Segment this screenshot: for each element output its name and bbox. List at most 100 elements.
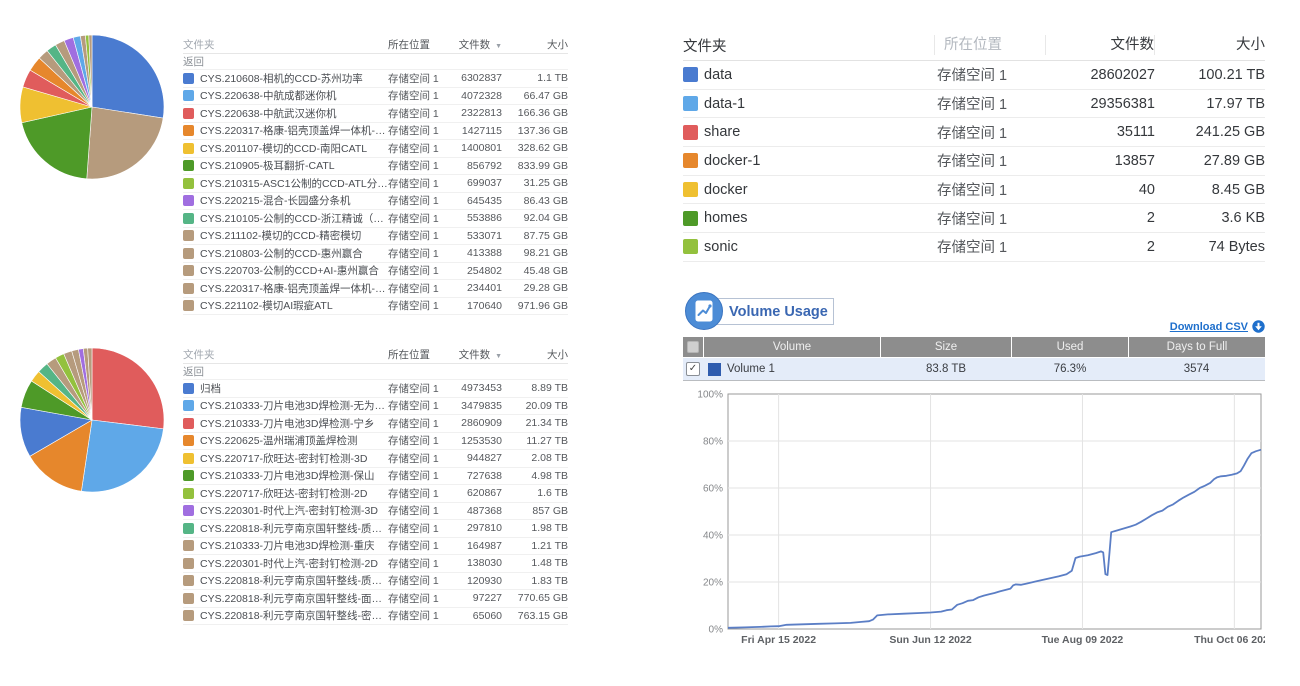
table-row[interactable]: CYS.210333-刀片电池3D焊检测-无为-2期 存储空间 1 3479835 2… (183, 398, 568, 415)
table-row[interactable]: share 存储空间 1 35111 241.25 GB (683, 118, 1265, 148)
table-row[interactable]: CYS.211102-模切的CCD-精密模切 存储空间 1 533071 87.75 … (183, 228, 568, 245)
column-header-size[interactable]: 大小 (547, 349, 568, 361)
color-swatch (683, 239, 698, 255)
table-row[interactable]: homes 存储空间 1 2 3.6 KB (683, 204, 1265, 234)
table-row[interactable]: CYS.210608-相机的CCD-苏州功率 存储空间 1 6302837 1.1 T… (183, 70, 568, 88)
table-row[interactable]: CYS.201107-模切的CCD-南阳CATL 存储空间 1 1400801 328… (183, 140, 568, 158)
table-row[interactable]: CYS.210333-刀片电池3D焊检测-重庆 存储空间 1 164987 1.21 … (183, 538, 568, 555)
folder-location: 存储空间 1 (937, 125, 1008, 142)
folder-name-cell: CYS.220301-时代上汽-密封钉检测-3D (183, 503, 388, 518)
column-header-files[interactable]: 文件数 ▼ (458, 349, 502, 361)
table-row[interactable]: CYS.220717-欣旺达-密封钉检测-2D 存储空间 1 620867 1.6 T… (183, 485, 568, 503)
row-checkbox-cell[interactable]: ✓ (683, 358, 703, 380)
y-axis-label: 80% (703, 437, 723, 448)
table-row[interactable]: CYS.210333-刀片电池3D焊检测-保山 存储空间 1 727638 4.98 … (183, 468, 568, 485)
table-row[interactable]: CYS.220717-欣旺达-密封钉检测-3D 存储空间 1 944827 2.08 … (183, 450, 568, 468)
select-all-checkbox[interactable] (687, 341, 699, 353)
folder-name-cell: CYS.210803-公制的CCD-惠州赢合 (183, 246, 388, 261)
table-row[interactable]: data-1 存储空间 1 29356381 17.97 TB (683, 90, 1265, 119)
folder-location: 存储空间 1 (388, 160, 439, 173)
back-row[interactable]: 返回 (183, 54, 568, 70)
back-label: 返回 (183, 366, 204, 378)
folder-file-count: 2 (1146, 238, 1155, 255)
color-swatch (183, 400, 194, 412)
table-header-row: 文件夹 所在位置 文件数 大小 (683, 30, 1265, 61)
row-checkbox[interactable]: ✓ (686, 362, 700, 376)
folder-file-count: 164987 (466, 539, 502, 552)
folder-file-count: 533071 (466, 229, 502, 242)
folder-location: 存储空间 1 (388, 487, 439, 500)
column-header-location[interactable]: 所在位置 (934, 35, 1045, 55)
column-header-location[interactable]: 所在位置 (388, 349, 430, 361)
folder-name-cell: CYS.221102-模切AI瑕疵ATL (183, 298, 388, 313)
table-row[interactable]: data 存储空间 1 28602027 100.21 TB (683, 61, 1265, 90)
y-axis-label: 40% (703, 531, 723, 542)
table-row[interactable]: CYS.220638-中航武汉迷你机 存储空间 1 2322813 166.36 GB (183, 105, 568, 123)
table-row[interactable]: CYS.210803-公制的CCD-惠州赢合 存储空间 1 413388 98.21 … (183, 245, 568, 263)
column-header-folder[interactable]: 文件夹 (183, 349, 215, 361)
color-swatch (183, 382, 194, 394)
folder-name-cell: 归档 (183, 381, 388, 396)
folder-file-count: 645435 (466, 194, 502, 207)
table-row[interactable]: CYS.220317-格康-铝壳顶盖焊一体机-缺陷检测存储空间 1 1427115… (183, 123, 568, 140)
table-row[interactable]: CYS.210905-极耳翻折-CATL 存储空间 1 856792 833.99 G… (183, 158, 568, 175)
folder-size: 20.09 TB (525, 399, 568, 412)
usage-line-series (727, 448, 1262, 629)
table-row[interactable]: CYS.210315-ASC1公制的CCD-ATL分条机 存储空间 1 699037… (183, 175, 568, 193)
table-row[interactable]: CYS.220818-利元亨南京国轩整线-面板激光焊接-...存储空间 1 972… (183, 590, 568, 608)
folder-size: 27.89 GB (1203, 152, 1265, 169)
table-row[interactable]: sonic 存储空间 1 2 74 Bytes (683, 233, 1265, 262)
folder-name: homes (704, 210, 748, 227)
column-header-folder[interactable]: 文件夹 (183, 39, 215, 51)
table-row[interactable]: docker 存储空间 1 40 8.45 GB (683, 176, 1265, 205)
y-axis-label: 20% (703, 578, 723, 589)
folder-location: 存储空间 1 (388, 592, 439, 605)
x-axis-label: Tue Aug 09 2022 (1042, 634, 1124, 646)
folder-name: CYS.220301-时代上汽-密封钉检测-2D (200, 557, 378, 570)
folder-file-count: 2322813 (461, 107, 502, 120)
select-all-cell[interactable] (683, 337, 703, 357)
table-row[interactable]: CYS.220301-时代上汽-密封钉检测-3D 存储空间 1 487368 857 … (183, 503, 568, 520)
table-row[interactable]: CYS.221102-模切AI瑕疵ATL 存储空间 1 170640 971.96 G… (183, 298, 568, 315)
download-csv-link[interactable]: Download CSV (1120, 320, 1265, 333)
folder-name: CYS.220638-中航武汉迷你机 (200, 107, 337, 120)
table-row[interactable]: CYS.210105-公制的CCD-浙江精诚（三潭） 存储空间 1 553886 92… (183, 210, 568, 228)
folder-size: 328.62 GB (517, 142, 568, 155)
x-axis-label: Sun Jun 12 2022 (889, 634, 971, 646)
color-swatch (183, 230, 194, 242)
folder-size: 1.6 TB (537, 487, 568, 500)
table-row[interactable]: CYS.220638-中航成都迷你机 存储空间 1 4072328 66.47 GB (183, 88, 568, 105)
volume-name: Volume 1 (727, 363, 775, 375)
folder-name: CYS.220638-中航成都迷你机 (200, 90, 337, 103)
volume-usage-title: Volume Usage (729, 303, 828, 320)
table-row[interactable]: CYS.220301-时代上汽-密封钉检测-2D 存储空间 1 138030 1.48… (183, 555, 568, 573)
color-swatch (683, 182, 698, 198)
y-axis-label: 60% (703, 484, 723, 495)
table-row[interactable]: CYS.220703-公制的CCD+AI-惠州赢合 存储空间 1 254802 45.… (183, 263, 568, 280)
folder-name-cell: CYS.211102-模切的CCD-精密模切 (183, 228, 388, 243)
table-row[interactable]: docker-1 存储空间 1 13857 27.89 GB (683, 147, 1265, 176)
column-header-size[interactable]: 大小 (547, 39, 568, 51)
column-header-location[interactable]: 所在位置 (388, 39, 430, 51)
folder-file-count: 4072328 (461, 89, 502, 102)
column-header-files[interactable]: 文件数 ▼ (458, 39, 502, 51)
table-row[interactable]: CYS.220215-混合-长园盛分条机 存储空间 1 645435 86.43 GB (183, 193, 568, 210)
table-row[interactable]: CYS.220818-利元亨南京国轩整线-密封钉 存储空间 1 65060 763.1… (183, 608, 568, 625)
folder-name: CYS.210333-刀片电池3D焊检测-保山 (200, 470, 375, 483)
color-swatch (183, 470, 194, 482)
column-header-size[interactable]: 大小 (1154, 35, 1265, 55)
column-header-files[interactable]: 文件数 (1045, 35, 1154, 55)
column-header-folder[interactable]: 文件夹 (683, 38, 727, 55)
folder-file-count: 856792 (466, 159, 502, 172)
pie-slice (87, 347, 93, 421)
table-row[interactable]: CYS.210333-刀片电池3D焊检测-宁乡 存储空间 1 2860909 21.3… (183, 415, 568, 433)
volume-table-row[interactable]: ✓ Volume 1 83.8 TB 76.3% 3574 (683, 358, 1265, 381)
table-row[interactable]: 归档 存储空间 1 4973453 8.89 TB (183, 380, 568, 398)
folder-location: 存储空间 1 (388, 247, 439, 260)
back-row[interactable]: 返回 (183, 364, 568, 380)
color-swatch (183, 557, 194, 569)
table-row[interactable]: CYS.220317-格康-铝壳顶盖焊一体机-涂胶 存储空间 1 234401 29.… (183, 280, 568, 298)
table-row[interactable]: CYS.220625-温州瑞浦顶盖焊检测 存储空间 1 1253530 11.27 T… (183, 433, 568, 450)
